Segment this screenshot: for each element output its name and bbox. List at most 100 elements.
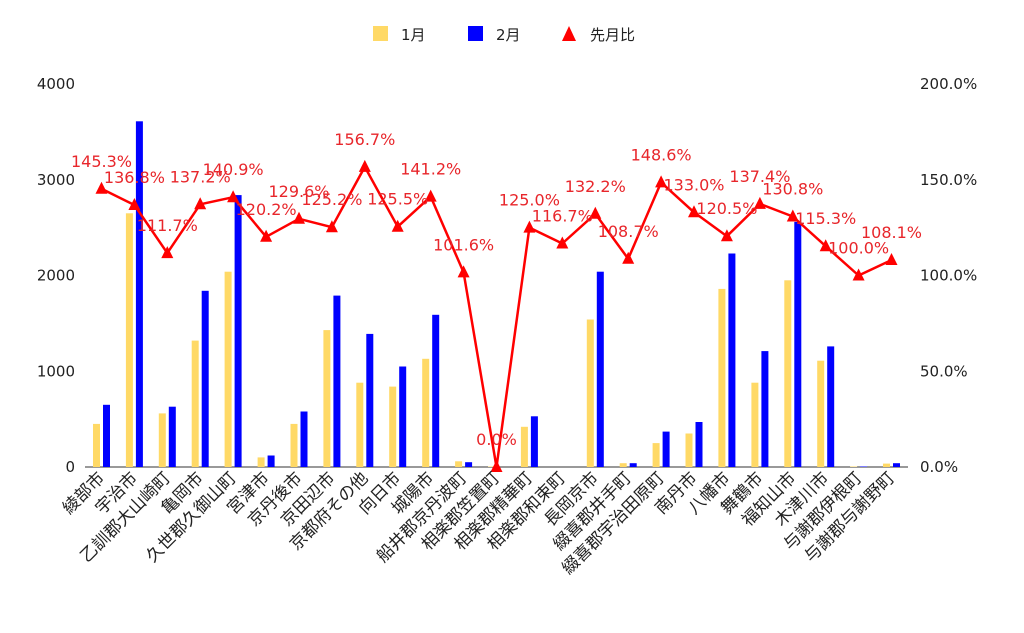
- bar-feb: [695, 422, 703, 467]
- ratio-point: [852, 268, 865, 281]
- bar-feb: [596, 271, 604, 467]
- ratio-data-label: 132.2%: [565, 177, 626, 196]
- ratio-data-label: 100.0%: [828, 239, 889, 258]
- bar-feb: [761, 351, 769, 467]
- bar-feb: [728, 253, 736, 467]
- bar-jan: [93, 423, 100, 467]
- legend-label: 1月: [401, 26, 426, 44]
- y-axis-right: 0.0% 50.0% 100.0% 150.0% 200.0%: [920, 75, 977, 476]
- ratio-point: [95, 181, 108, 194]
- ratio-data-label: 156.7%: [334, 130, 395, 149]
- y-left-tick-label: 2000: [37, 267, 75, 285]
- ratio-point: [161, 246, 174, 259]
- ratio-point: [720, 229, 733, 242]
- ratio-data-label: 0.0%: [476, 430, 517, 449]
- ratio-data-label: 125.0%: [499, 191, 560, 210]
- bar-feb: [893, 463, 900, 467]
- bar-jan: [718, 288, 726, 467]
- bar-jan: [191, 340, 199, 467]
- ratio-data-label: 129.6%: [268, 182, 329, 201]
- bar-jan: [586, 319, 594, 467]
- bar-jan: [356, 382, 364, 467]
- bar-jan: [257, 457, 265, 467]
- ratio-point: [194, 197, 207, 210]
- bar-feb: [860, 466, 868, 467]
- ratio-data-label: 141.2%: [400, 160, 461, 179]
- y-right-tick-label: 50.0%: [920, 362, 968, 380]
- bar-jan: [619, 463, 627, 467]
- ratio-point: [622, 251, 635, 264]
- bar-feb: [399, 366, 407, 467]
- bar-feb: [432, 314, 440, 467]
- ratio-data-label: 115.3%: [795, 209, 856, 228]
- ratio-data-label: 137.2%: [170, 167, 231, 186]
- ratio-data-label: 108.7%: [598, 222, 659, 241]
- bar-feb: [333, 295, 341, 467]
- bar-jan: [290, 423, 298, 467]
- legend: 1月 2月 先月比: [373, 26, 635, 44]
- ratio-point: [260, 229, 273, 242]
- legend-marker-triangle: [562, 26, 576, 41]
- bar-jan: [883, 463, 890, 467]
- bar-jan: [158, 413, 166, 467]
- ratio-line: [100, 165, 893, 469]
- ratio-point: [358, 159, 371, 172]
- ratio-data-label: 137.4%: [729, 167, 790, 186]
- line-series: [95, 159, 898, 472]
- y-right-tick-label: 100.0%: [920, 267, 977, 285]
- bar-jan: [455, 461, 463, 467]
- y-left-tick-label: 3000: [37, 171, 75, 189]
- bar-jan: [389, 386, 397, 467]
- bar-feb: [662, 431, 670, 467]
- ratio-point: [227, 190, 240, 203]
- ratio-data-label: 116.7%: [532, 207, 593, 226]
- ratio-point: [655, 175, 668, 188]
- ratio-data-label: 120.2%: [236, 200, 297, 219]
- y-right-tick-label: 0.0%: [920, 458, 958, 476]
- ratio-point: [885, 253, 898, 265]
- y-right-tick-label: 150.0%: [920, 171, 977, 189]
- ratio-point: [753, 196, 766, 209]
- bar-feb: [103, 404, 110, 467]
- ratio-point: [391, 219, 404, 232]
- bar-feb: [267, 455, 275, 467]
- ratio-point: [490, 460, 503, 472]
- y-left-tick-label: 4000: [37, 75, 75, 93]
- x-axis-categories: 綾部市宇治市乙訓郡大山崎町亀岡市久世郡久御山町宮津市京丹後市京田辺市京都府その他…: [59, 468, 899, 578]
- ratio-point: [325, 220, 338, 233]
- bar-jan: [323, 330, 331, 467]
- ratio-point: [556, 236, 569, 249]
- ratio-data-label: 145.3%: [71, 152, 132, 171]
- bar-feb: [234, 195, 242, 467]
- ratio-data-label: 111.7%: [137, 216, 198, 235]
- bar-jan: [224, 271, 232, 467]
- ratio-data-label: 130.8%: [762, 180, 823, 199]
- data-labels: 145.3%136.8% 111.7% 137.2%140.9% 120.2%129.…: [71, 130, 922, 449]
- bar-jan: [685, 433, 693, 467]
- ratio-data-label: 133.0%: [663, 175, 724, 194]
- legend-marker-square: [373, 26, 388, 41]
- ratio-data-label: 148.6%: [631, 145, 692, 164]
- ratio-point: [293, 211, 305, 224]
- ratio-data-label: 125.5%: [367, 190, 428, 209]
- legend-label: 2月: [496, 26, 521, 44]
- bar-series: [93, 121, 900, 468]
- ratio-point: [688, 205, 700, 218]
- bar-feb: [530, 416, 538, 467]
- bar-jan: [125, 213, 133, 467]
- bar-jan: [817, 360, 825, 467]
- ratio-point: [786, 209, 799, 222]
- ratio-point: [819, 239, 832, 252]
- bar-feb: [135, 121, 143, 468]
- y-left-tick-label: 0: [65, 458, 75, 476]
- ratio-point: [128, 198, 141, 210]
- bar-jan: [784, 280, 792, 467]
- bar-feb: [794, 221, 802, 467]
- ratio-point: [424, 189, 437, 202]
- bar-jan: [520, 426, 528, 467]
- ratio-data-label: 140.9%: [203, 160, 264, 179]
- ratio-data-label: 101.6%: [433, 235, 494, 254]
- bar-feb: [168, 406, 176, 467]
